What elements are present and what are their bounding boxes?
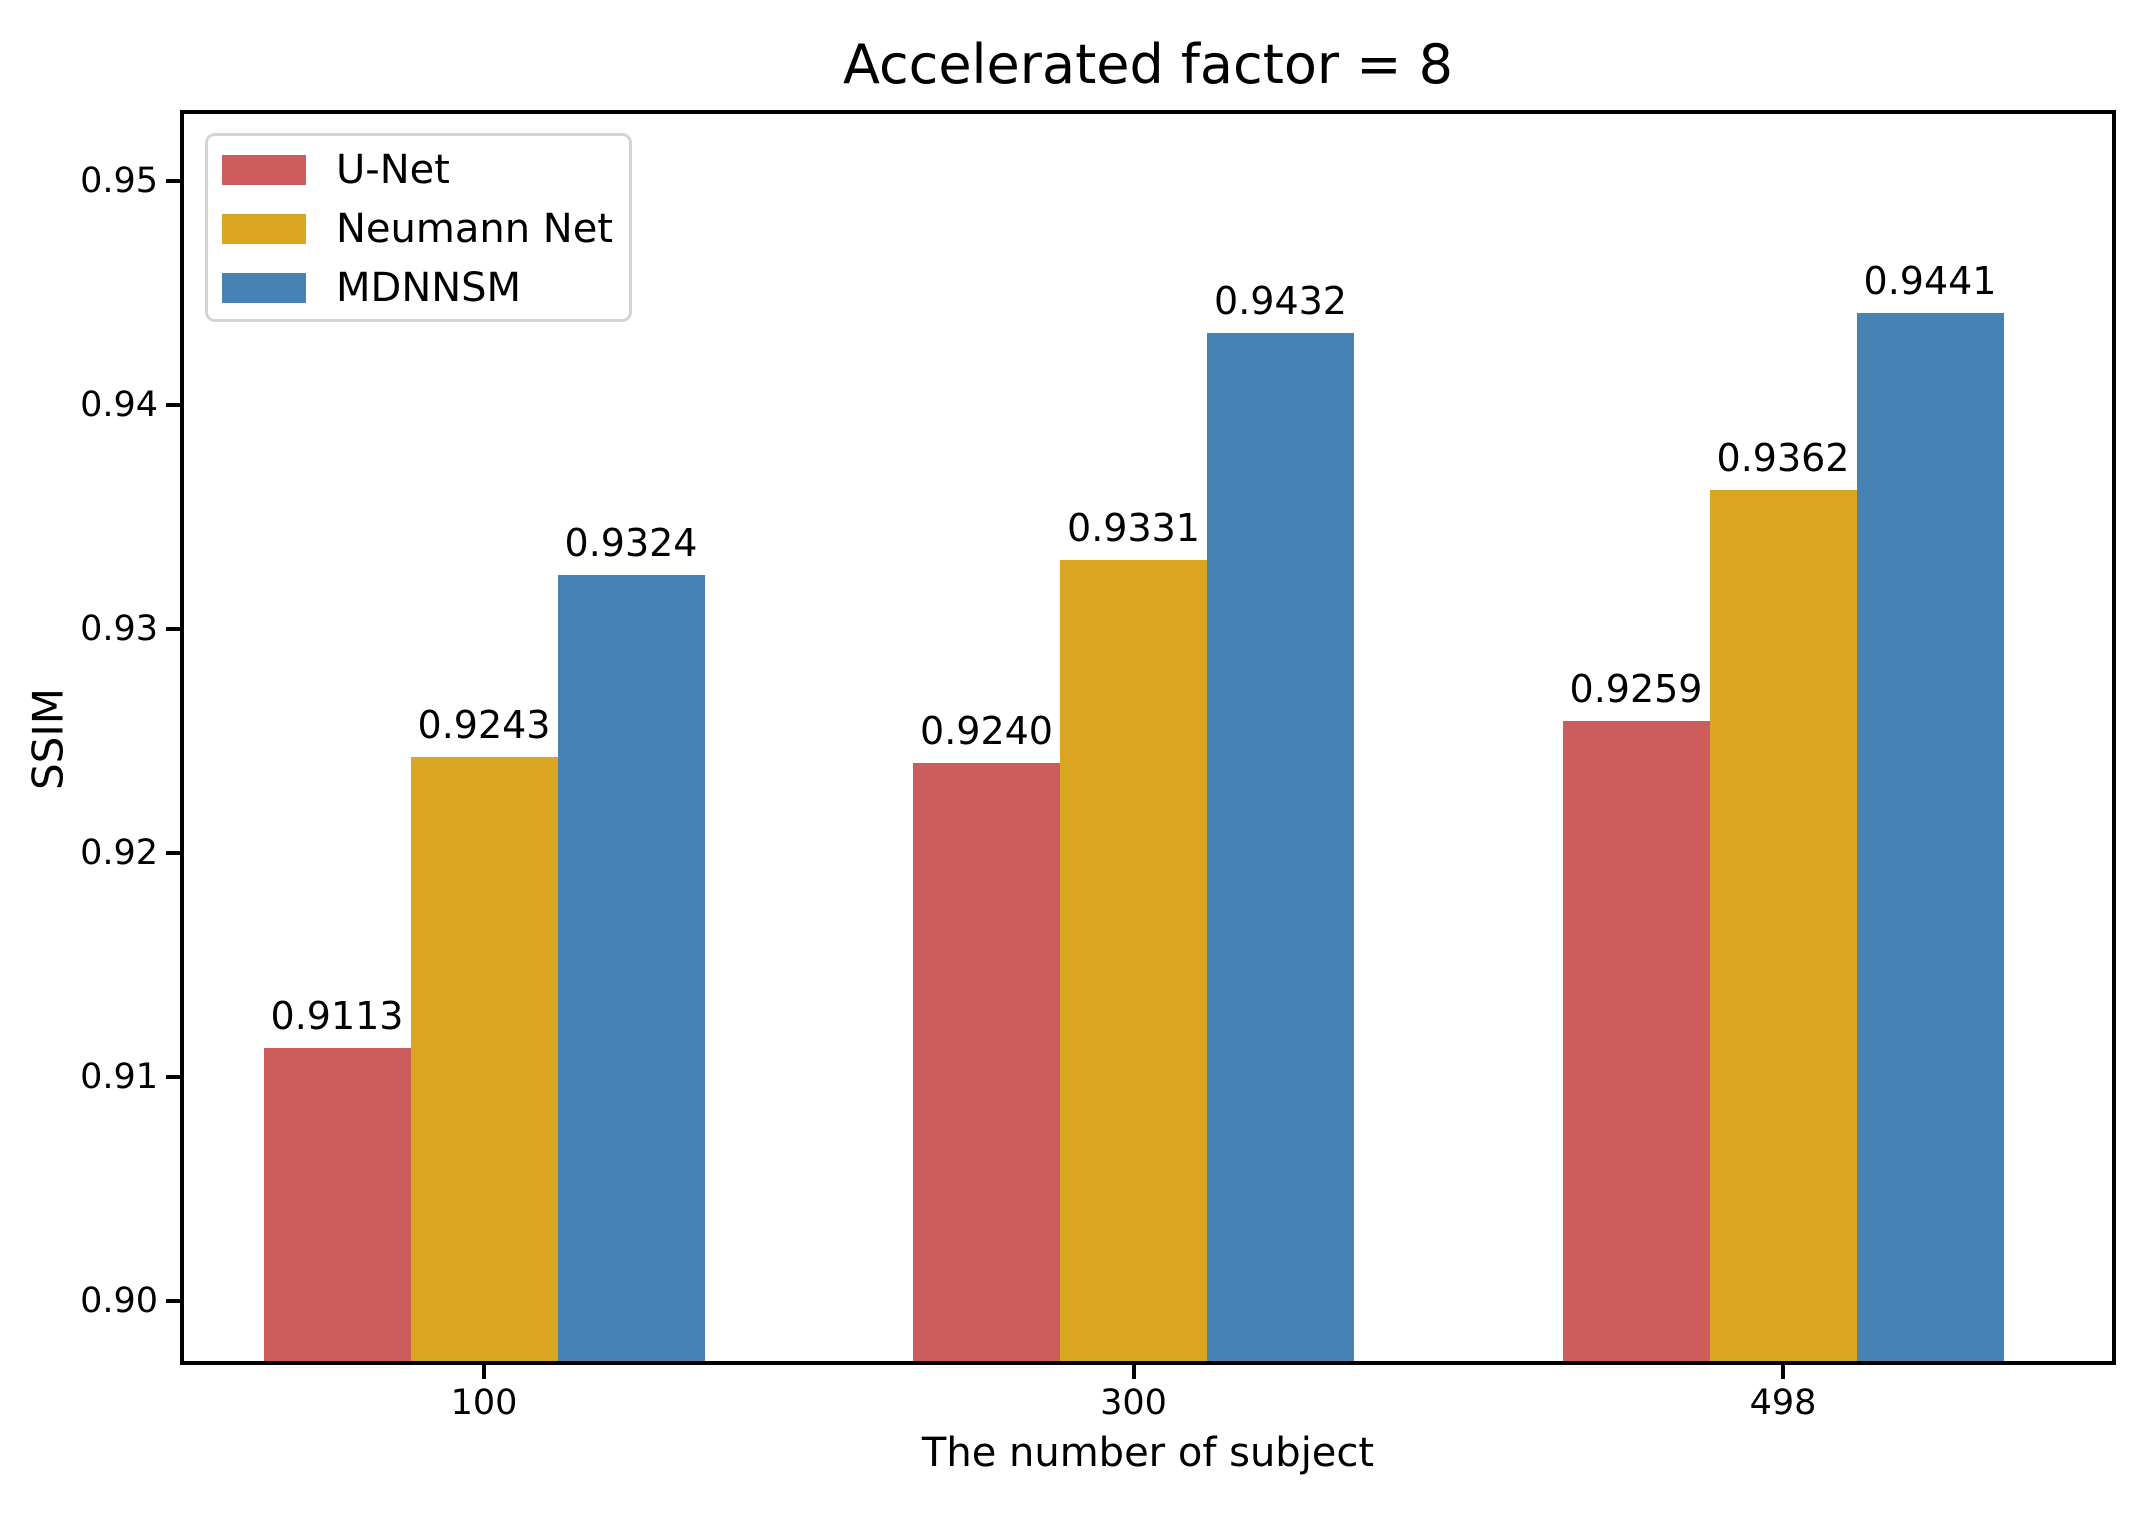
y-tick-mark-0.93	[166, 626, 180, 631]
x-tick-label-300: 300	[1100, 1383, 1167, 1423]
bar-value-label-neumann-net-498: 0.9362	[1716, 436, 1850, 481]
x-tick-label-498: 498	[1749, 1383, 1817, 1423]
legend-swatch-neumann-net	[222, 214, 306, 244]
legend-label-mdnnsm: MDNNSM	[336, 265, 522, 311]
bar-value-label-neumann-net-300: 0.9331	[1067, 505, 1200, 550]
legend-item-mdnnsm: MDNNSM	[208, 265, 629, 311]
bar-mdnnsm-498	[1856, 313, 2004, 1361]
x-tick-label-100: 100	[450, 1383, 518, 1423]
legend-swatch-mdnnsm	[222, 273, 306, 303]
bar-value-label-u-net-498: 0.9259	[1569, 666, 1703, 711]
y-tick-mark-0.94	[166, 403, 180, 408]
legend: U-Net Neumann Net MDNNSM	[205, 133, 632, 322]
chart-title: Accelerated factor = 8	[842, 33, 1454, 96]
y-tick-label-0.91: 0.91	[80, 1056, 158, 1097]
y-tick-label-0.95: 0.95	[80, 161, 158, 202]
y-tick-mark-0.90	[166, 1298, 180, 1303]
bar-value-label-u-net-300: 0.9240	[920, 709, 1053, 754]
bar-mdnnsm-300	[1207, 333, 1354, 1361]
y-tick-label-0.92: 0.92	[80, 832, 158, 873]
bar-value-label-u-net-100: 0.9113	[270, 993, 404, 1038]
x-axis-label: The number of subject	[921, 1430, 1375, 1476]
bar-neumann-net-498	[1709, 490, 1857, 1361]
bar-neumann-net-300	[1060, 559, 1207, 1361]
legend-item-neumann-net: Neumann Net	[208, 206, 629, 252]
bar-u-net-498	[1562, 720, 1710, 1361]
y-axis-label: SSIM	[23, 688, 73, 790]
bar-value-label-mdnnsm-498: 0.9441	[1863, 259, 1997, 304]
legend-label-u-net: U-Net	[336, 147, 450, 193]
y-tick-mark-0.95	[166, 179, 180, 184]
y-tick-mark-0.92	[166, 850, 180, 855]
bar-value-label-mdnnsm-100: 0.9324	[564, 521, 698, 566]
legend-swatch-u-net	[222, 155, 306, 185]
legend-item-u-net: U-Net	[208, 147, 629, 193]
x-tick-mark-498	[1781, 1365, 1785, 1379]
bar-mdnnsm-100	[557, 575, 705, 1361]
y-tick-mark-0.91	[166, 1074, 180, 1079]
x-tick-mark-100	[482, 1365, 486, 1379]
y-tick-label-0.93: 0.93	[80, 608, 158, 649]
legend-label-neumann-net: Neumann Net	[336, 206, 613, 252]
bar-u-net-100	[263, 1047, 411, 1361]
bar-u-net-300	[913, 763, 1060, 1361]
y-tick-label-0.94: 0.94	[80, 385, 158, 426]
bar-value-label-mdnnsm-300: 0.9432	[1214, 279, 1347, 324]
x-tick-mark-300	[1131, 1365, 1136, 1379]
bar-value-label-neumann-net-100: 0.9243	[417, 702, 551, 747]
bar-neumann-net-100	[410, 756, 558, 1361]
y-tick-label-0.90: 0.90	[80, 1280, 158, 1321]
